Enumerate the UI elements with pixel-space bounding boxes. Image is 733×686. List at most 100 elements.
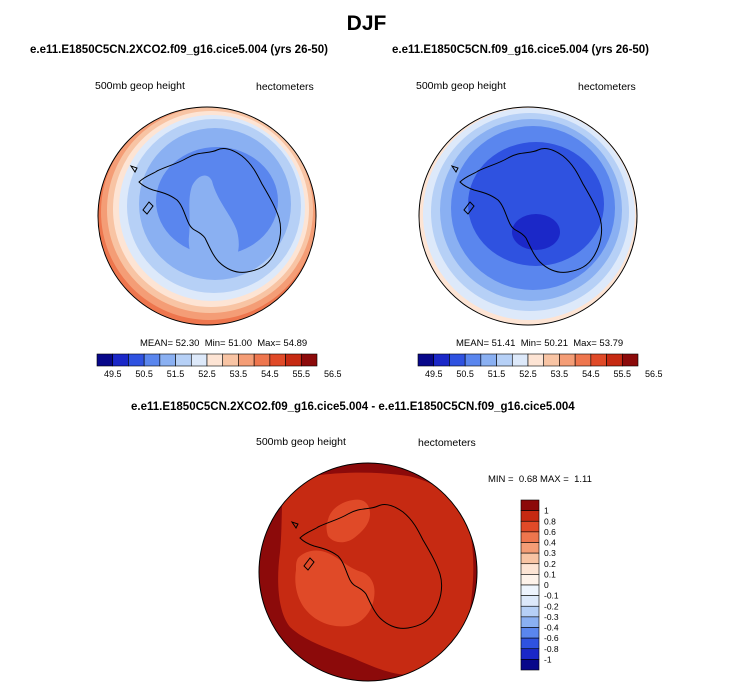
left-colorbar-box	[238, 353, 255, 367]
right-colorbar-tick-label: 49.5	[425, 369, 443, 379]
right-mean: 51.41	[491, 338, 516, 349]
left-colorbar-tick-label: 53.5	[230, 369, 248, 379]
band-0_6-south	[295, 550, 375, 627]
diff-colorbar-box	[520, 659, 540, 671]
diff-colorbar-box	[520, 542, 540, 554]
diff-colorbar: 10.80.60.40.30.20.10-0.1-0.2-0.3-0.4-0.6…	[520, 499, 559, 671]
right-polar-map	[418, 106, 638, 326]
left-colorbar-tick-label: 55.5	[293, 369, 311, 379]
diff-colorbar-tick-label: 0.6	[544, 527, 556, 537]
map-border	[418, 106, 638, 326]
left-colorbar-box	[206, 353, 224, 367]
right-colorbar-box	[417, 353, 435, 367]
band-50_5	[512, 214, 560, 250]
left-colorbar-box	[175, 353, 192, 367]
right-panel-title: e.e11.E1850C5CN.f09_g16.cice5.004 (yrs 2…	[392, 44, 650, 56]
right-colorbar: 49.5 50.5 51.5 52.5 53.5 54.5 55.5 56.5	[417, 353, 662, 379]
right-colorbar-box	[543, 353, 560, 367]
diff-units-label: hectometers	[418, 437, 476, 449]
diff-colorbar-box	[520, 648, 540, 660]
diff-colorbar-tick-label: 0.3	[544, 548, 556, 558]
diff-max: 1.11	[574, 474, 592, 485]
right-colorbar-tick-label: 55.5	[614, 369, 632, 379]
diff-colorbar-box	[520, 499, 540, 511]
left-colorbar-tick-label: 51.5	[167, 369, 185, 379]
diff-colorbar-box	[520, 627, 540, 639]
diff-colorbar-box	[520, 531, 540, 543]
diff-variable-label: 500mb geop height	[256, 436, 346, 448]
right-colorbar-box	[433, 353, 450, 367]
right-units-label: hectometers	[578, 81, 636, 93]
diff-colorbar-box	[520, 616, 540, 628]
diff-colorbar-tick-label: 0.8	[544, 516, 556, 526]
map-border	[97, 106, 317, 326]
diff-colorbar-box	[520, 584, 540, 596]
left-mean: 52.30	[175, 338, 200, 349]
diff-colorbar-tick-label: -0.4	[544, 623, 559, 633]
right-colorbar-box	[464, 353, 482, 367]
left-stats: MEAN= 52.30 Min= 51.00 Max= 54.89	[140, 338, 308, 349]
diff-colorbar-box	[520, 574, 540, 586]
diff-colorbar-tick-label: -0.3	[544, 612, 559, 622]
right-colorbar-box	[527, 353, 545, 367]
right-colorbar-tick-label: 52.5	[519, 369, 537, 379]
left-colorbar-box	[269, 353, 286, 367]
left-colorbar-box	[159, 353, 176, 367]
diff-polar-map	[258, 462, 478, 682]
left-colorbar-box	[190, 353, 208, 367]
diff-min: 0.68	[518, 474, 538, 485]
left-colorbar-tick-label: 50.5	[135, 369, 153, 379]
diff-colorbar-tick-label: 0.2	[544, 559, 556, 569]
right-colorbar-box	[496, 353, 513, 367]
left-colorbar-tick-label: 56.5	[324, 369, 342, 379]
left-colorbar-box	[143, 353, 161, 367]
right-colorbar-box	[606, 353, 623, 367]
diff-colorbar-tick-label: 1	[544, 506, 549, 516]
antarctica-outline	[129, 148, 282, 273]
diff-colorbar-tick-label: -0.6	[544, 633, 559, 643]
band-50_5	[188, 175, 239, 269]
diff-colorbar-box	[520, 520, 540, 533]
diff-colorbar-tick-label: -1	[544, 654, 552, 664]
antarctica-outline	[450, 148, 603, 273]
right-colorbar-box	[590, 353, 607, 367]
right-colorbar-tick-label: 56.5	[645, 369, 663, 379]
right-stats: MEAN= 51.41 Min= 50.21 Max= 53.79	[456, 338, 624, 349]
right-colorbar-tick-label: 51.5	[488, 369, 506, 379]
diff-colorbar-tick-label: -0.2	[544, 601, 559, 611]
left-units-label: hectometers	[256, 81, 314, 93]
diff-colorbar-box	[520, 637, 540, 650]
diff-colorbar-tick-label: -0.1	[544, 591, 559, 601]
right-max: 53.79	[599, 338, 624, 349]
diff-colorbar-box	[520, 510, 540, 522]
right-colorbar-tick-label: 54.5	[582, 369, 600, 379]
left-colorbar-box	[285, 353, 302, 367]
band-51	[468, 142, 604, 266]
left-min: 51.00	[228, 338, 252, 349]
diff-colorbar-box	[520, 563, 540, 575]
left-colorbar-box	[128, 353, 145, 367]
diff-colorbar-tick-label: -0.8	[544, 644, 559, 654]
right-colorbar-box	[449, 353, 466, 367]
left-colorbar-box	[222, 353, 239, 367]
left-max: 54.89	[283, 338, 308, 349]
left-colorbar-box	[96, 353, 114, 367]
right-colorbar-box	[574, 353, 592, 367]
left-variable-label: 500mb geop height	[95, 80, 185, 92]
right-colorbar-box	[511, 353, 529, 367]
diff-stats: MIN = 0.68 MAX = 1.11	[488, 474, 592, 485]
diff-colorbar-box	[520, 595, 540, 607]
diff-panel-title: e.e11.E1850C5CN.2XCO2.f09_g16.cice5.004 …	[131, 401, 575, 413]
left-colorbar-tick-label: 49.5	[104, 369, 122, 379]
left-colorbar-tick-label: 54.5	[261, 369, 279, 379]
diff-colorbar-box	[520, 605, 540, 618]
figure-title: DJF	[346, 12, 387, 35]
diff-colorbar-tick-label: 0.1	[544, 569, 556, 579]
right-min: 50.21	[544, 338, 568, 349]
right-colorbar-tick-label: 53.5	[551, 369, 569, 379]
diff-colorbar-tick-label: 0	[544, 580, 549, 590]
left-colorbar-box	[300, 353, 318, 367]
right-colorbar-box	[621, 353, 639, 367]
right-colorbar-box	[559, 353, 576, 367]
left-colorbar-box	[112, 353, 129, 367]
